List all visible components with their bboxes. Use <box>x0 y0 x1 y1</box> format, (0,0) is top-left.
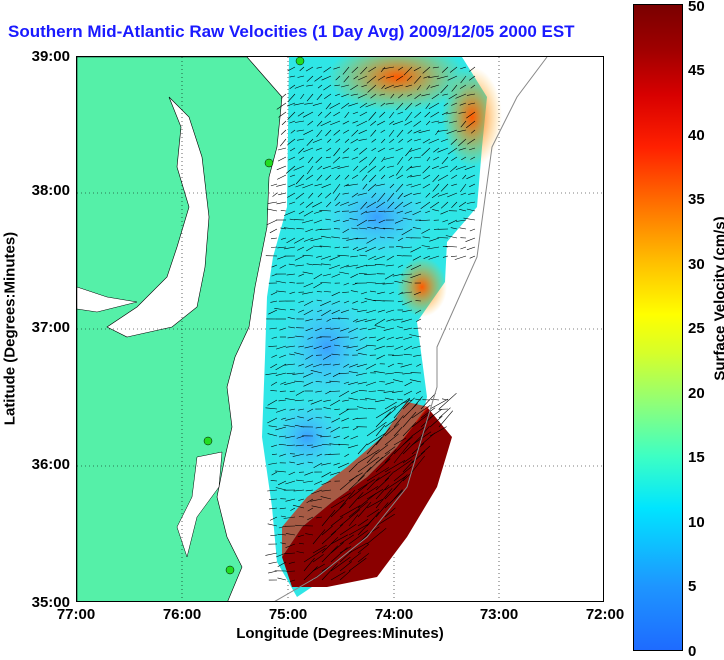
colorbar-tick: 25 <box>688 320 705 337</box>
velocity-vector <box>267 209 277 211</box>
velocity-vector <box>281 94 286 98</box>
colorbar-tick: 30 <box>688 256 705 273</box>
velocity-vector <box>282 121 286 125</box>
velocity-vector <box>278 157 286 161</box>
velocity-vector <box>460 228 467 229</box>
velocity-vector <box>271 184 277 186</box>
lat-tick-label: 39:00 <box>0 48 70 65</box>
velocity-vector <box>278 148 286 150</box>
velocity-vector <box>271 238 277 239</box>
y-axis-label: Latitude (Degrees:Minutes) <box>2 224 19 434</box>
velocity-vector <box>278 193 286 195</box>
lon-tick-label: 73:00 <box>469 606 529 623</box>
lon-tick-label: 76:00 <box>152 606 212 623</box>
velocity-vector <box>439 393 457 409</box>
velocity-vector <box>270 229 277 233</box>
map-canvas <box>77 57 604 602</box>
colorbar-tick: 5 <box>688 578 696 595</box>
lon-tick-label: 74:00 <box>364 606 424 623</box>
velocity-orange-mid <box>397 257 447 317</box>
velocity-vector <box>277 202 287 204</box>
velocity-vector <box>467 247 475 250</box>
velocity-vector <box>281 130 286 135</box>
velocity-vector <box>470 256 475 258</box>
colorbar-tick: 35 <box>688 191 705 208</box>
lon-tick-label: 72:00 <box>575 606 635 623</box>
velocity-vector <box>278 578 287 580</box>
velocity-vector <box>277 166 286 170</box>
map-plot-area[interactable] <box>76 56 604 602</box>
velocity-vector <box>470 229 475 231</box>
lon-tick-label: 77:00 <box>46 606 106 623</box>
velocity-vector <box>455 256 466 260</box>
x-axis-label: Longitude (Degrees:Minutes) <box>190 625 490 642</box>
lon-tick-label: 75:00 <box>258 606 318 623</box>
velocity-vector <box>267 220 277 225</box>
velocity-vector <box>281 210 286 211</box>
velocity-vector <box>265 553 277 555</box>
velocity-vector <box>280 139 286 146</box>
colorbar-tick: 15 <box>688 449 705 466</box>
land-mass <box>77 57 282 602</box>
velocity-vector <box>451 256 457 257</box>
velocity-vector <box>269 562 277 564</box>
colorbar-tick: 0 <box>688 643 696 660</box>
colorbar-tick: 40 <box>688 127 705 144</box>
colorbar <box>633 4 683 651</box>
velocity-vector <box>273 193 278 197</box>
velocity-vector <box>466 238 476 242</box>
lat-tick-label: 36:00 <box>0 456 70 473</box>
colorbar-label: Surface Velocity (cm/s) <box>712 199 724 399</box>
colorbar-tick: 45 <box>688 62 705 79</box>
velocity-vector <box>460 247 466 249</box>
radar-station <box>296 57 304 65</box>
lat-tick-label: 38:00 <box>0 182 70 199</box>
radar-station <box>265 159 273 167</box>
velocity-vector <box>268 571 277 573</box>
map-title: Southern Mid-Atlantic Raw Velocities (1 … <box>8 22 575 42</box>
radar-station <box>204 437 212 445</box>
velocity-vector <box>439 411 453 427</box>
colorbar-tick: 10 <box>688 514 705 531</box>
velocity-vector <box>268 202 277 204</box>
colorbar-tick: 20 <box>688 385 705 402</box>
colorbar-tick: 50 <box>688 0 705 15</box>
velocity-vector <box>276 184 286 186</box>
radar-station <box>226 566 234 574</box>
velocity-vector <box>431 399 439 400</box>
velocity-vector <box>277 175 286 179</box>
